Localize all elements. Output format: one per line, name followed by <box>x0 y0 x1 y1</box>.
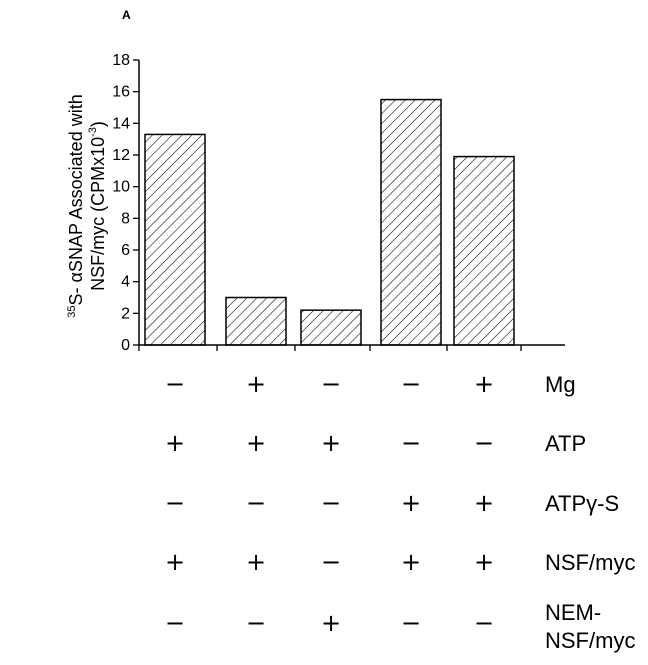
condition-sign: + <box>165 429 185 457</box>
condition-sign: + <box>246 429 266 457</box>
condition-sign: + <box>474 370 494 398</box>
condition-sign: + <box>321 609 341 637</box>
y-tick-label: 4 <box>121 274 130 291</box>
condition-label: Mg <box>545 372 576 397</box>
bar-2 <box>225 296 287 346</box>
condition-sign: + <box>474 548 494 576</box>
y-tick-label: 0 <box>121 337 130 354</box>
condition-sign: + <box>474 489 494 517</box>
condition-sign: − <box>321 489 341 517</box>
condition-sign: + <box>401 548 421 576</box>
bar-4 <box>380 98 442 346</box>
condition-sign: − <box>246 609 266 637</box>
y-tick-label: 2 <box>121 305 130 322</box>
y-axis-title-sup2: -3 <box>87 127 99 137</box>
bars <box>144 98 515 346</box>
y-axis-title-line1: S- αSNAP Associated with <box>66 94 86 305</box>
condition-label: ATP <box>545 431 586 456</box>
condition-sign: − <box>165 609 185 637</box>
y-tick-label: 18 <box>112 52 130 69</box>
y-axis-title-sup1: 35 <box>66 305 78 317</box>
y-axis-title: 35S- αSNAP Associated with NSF/myc (CPMx… <box>66 94 108 317</box>
condition-sign: + <box>246 370 266 398</box>
condition-sign: − <box>165 370 185 398</box>
y-axis-title-line2-end: ) <box>88 121 108 127</box>
y-tick-label: 16 <box>112 84 130 101</box>
condition-label: NSF/myc <box>545 550 635 575</box>
bar-3 <box>300 309 362 346</box>
x-axis-ticks <box>138 345 522 351</box>
condition-label: NEM- <box>545 600 601 625</box>
condition-sign: + <box>165 548 185 576</box>
bar-5 <box>453 155 515 346</box>
condition-sign: − <box>401 370 421 398</box>
condition-sign: + <box>246 548 266 576</box>
panel-label: A <box>122 8 131 22</box>
condition-label: NSF/myc <box>545 628 635 653</box>
y-axis-title-line2: NSF/myc (CPMx10 <box>88 137 108 291</box>
svg-text:35S- αSNAP Associated with: 35S- αSNAP Associated with <box>66 94 86 317</box>
svg-text:NSF/myc (CPMx10-3): NSF/myc (CPMx10-3) <box>87 121 108 291</box>
condition-sign: + <box>401 489 421 517</box>
condition-sign: + <box>321 429 341 457</box>
condition-label: ATPγ-S <box>545 491 619 516</box>
condition-sign: − <box>401 609 421 637</box>
condition-sign: − <box>474 429 494 457</box>
condition-sign: − <box>246 489 266 517</box>
y-tick-label: 12 <box>112 147 130 164</box>
condition-sign: − <box>321 370 341 398</box>
y-axis-ticks: 0 2 4 6 8 10 12 14 16 18 <box>112 52 139 354</box>
y-tick-label: 10 <box>112 179 130 196</box>
condition-sign: − <box>165 489 185 517</box>
condition-table: − + − − + Mg + + + − − ATP − − − + + ATPγ-S + + − + + NSF/myc − −… <box>165 370 636 653</box>
y-tick-label: 14 <box>112 115 130 132</box>
condition-sign: − <box>321 548 341 576</box>
y-tick-label: 8 <box>121 210 130 227</box>
bar-1 <box>144 133 206 346</box>
condition-sign: − <box>474 609 494 637</box>
y-tick-label: 6 <box>121 242 130 259</box>
condition-sign: − <box>401 429 421 457</box>
